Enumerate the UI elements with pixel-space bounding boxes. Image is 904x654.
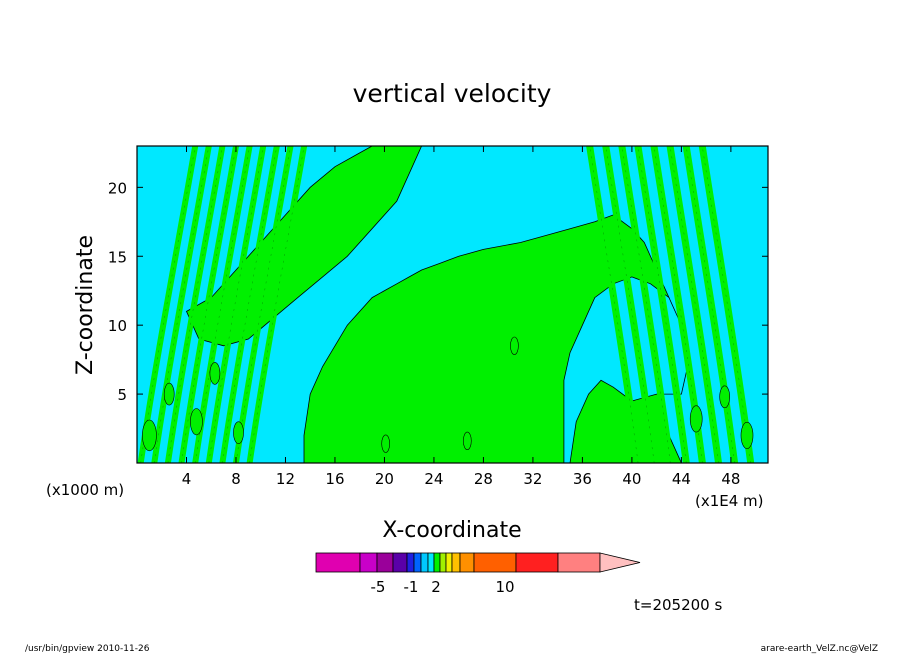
positive-streak <box>178 146 240 463</box>
chart-title: vertical velocity <box>353 79 552 108</box>
x-tick-label: 20 <box>375 470 394 488</box>
x-tick-label: 36 <box>573 470 592 488</box>
positive-blob <box>510 336 519 355</box>
contour-line <box>167 146 223 463</box>
contour-line <box>637 146 687 463</box>
x-tick-label: 28 <box>474 470 493 488</box>
y-tick-label: 10 <box>108 317 127 335</box>
footer-right: arare-earth_VelZ.nc@VelZ <box>761 644 878 654</box>
x-tick-label: 12 <box>276 470 295 488</box>
y-axis-label: Z-coordinate <box>73 235 98 375</box>
positive-blob <box>719 385 731 409</box>
colorbar-swatch <box>459 552 475 573</box>
footer-left: /usr/bin/gpview 2010-11-26 <box>25 644 150 654</box>
positive-blob <box>209 362 221 385</box>
contour-line <box>194 146 250 463</box>
positive-streak <box>698 146 755 463</box>
x-unit-left: (x1000 m) <box>46 481 124 499</box>
positive-blob <box>740 421 754 449</box>
x-unit-right: (x1E4 m) <box>695 492 764 510</box>
colorbar <box>315 552 641 573</box>
colorbar-swatch <box>439 552 447 573</box>
colorbar-swatch <box>406 552 415 573</box>
contour-line <box>140 146 196 463</box>
contour-line <box>208 146 264 463</box>
contour-line <box>702 146 751 463</box>
positive-streak <box>151 146 212 463</box>
colorbar-swatch <box>445 552 453 573</box>
contour-line <box>653 146 703 463</box>
colorbar-swatch <box>376 552 394 573</box>
colorbar-extension-arrow <box>599 552 641 573</box>
contour-line <box>669 146 719 463</box>
x-axis: 4 8 12 16 20 24 28 32 36 40 44 48 <box>182 146 740 488</box>
contour-line <box>685 146 735 463</box>
plot-frame <box>136 145 769 464</box>
colorbar-swatch <box>359 552 378 573</box>
colorbar-label: 2 <box>431 578 441 596</box>
positive-streak <box>634 146 690 463</box>
positive-streak <box>666 146 722 463</box>
positive-blob <box>190 408 203 436</box>
colorbar-swatch <box>392 552 408 573</box>
y-tick-label: 5 <box>117 386 127 404</box>
colorbar-swatch <box>433 552 441 573</box>
contour-line <box>222 146 278 463</box>
colorbar-swatch <box>420 552 429 573</box>
positive-streak <box>137 146 199 463</box>
x-tick-label: 16 <box>325 470 344 488</box>
positive-blob <box>381 434 391 453</box>
positive-streak <box>164 146 226 463</box>
contour-line <box>235 146 291 463</box>
positive-blob <box>233 421 244 445</box>
positive-streak <box>233 146 294 463</box>
positive-blob <box>142 419 157 452</box>
velocity-field <box>137 146 755 463</box>
x-tick-label: 32 <box>523 470 542 488</box>
x-tick-label: 44 <box>672 470 691 488</box>
colorbar-label: 10 <box>495 578 514 596</box>
contour-line <box>181 146 237 463</box>
contour-line <box>621 146 671 463</box>
colorbar-swatch <box>473 552 517 573</box>
positive-streak <box>682 146 739 463</box>
y-axis: 5 10 15 20 <box>108 179 768 404</box>
x-tick-label: 4 <box>182 470 192 488</box>
positive-streak <box>246 146 308 463</box>
positive-streak <box>586 146 642 463</box>
positive-streak <box>219 146 280 463</box>
positive-blob <box>163 382 175 406</box>
x-axis-label: X-coordinate <box>382 518 521 543</box>
contour-line <box>154 146 210 463</box>
contour-line <box>589 146 639 463</box>
x-tick-label: 40 <box>622 470 641 488</box>
positive-streak <box>618 146 674 463</box>
colorbar-swatch <box>427 552 435 573</box>
positive-blob <box>689 405 703 433</box>
colorbar-swatch <box>451 552 461 573</box>
colorbar-label: -1 <box>404 578 419 596</box>
colorbar-swatch <box>557 552 601 573</box>
y-tick-label: 20 <box>108 179 127 197</box>
positive-streak <box>205 146 267 463</box>
colorbar-swatch <box>413 552 422 573</box>
colorbar-swatch <box>315 552 361 573</box>
x-tick-label: 8 <box>231 470 241 488</box>
x-tick-label: 48 <box>721 470 740 488</box>
x-tick-label: 24 <box>424 470 443 488</box>
y-tick-label: 15 <box>108 248 127 266</box>
time-label: t=205200 s <box>634 596 722 614</box>
positive-blob <box>462 431 472 451</box>
contour-line <box>249 146 305 463</box>
colorbar-swatch <box>515 552 559 573</box>
positive-streak <box>602 146 658 463</box>
colorbar-label: -5 <box>371 578 386 596</box>
contour-line <box>605 146 655 463</box>
